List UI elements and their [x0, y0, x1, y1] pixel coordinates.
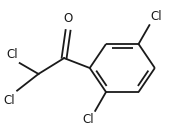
Text: Cl: Cl: [83, 113, 94, 126]
Text: O: O: [63, 12, 73, 25]
Text: Cl: Cl: [6, 48, 18, 61]
Text: Cl: Cl: [3, 94, 15, 107]
Text: Cl: Cl: [150, 10, 162, 23]
